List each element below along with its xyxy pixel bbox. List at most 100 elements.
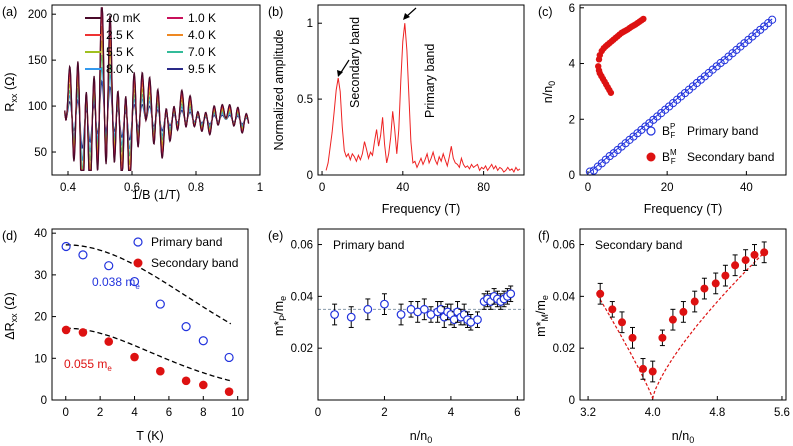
secondary-point (198, 380, 208, 390)
panel-a-frame (51, 4, 261, 176)
data-point (648, 367, 657, 376)
secondary-point (78, 328, 88, 337)
data-point (473, 315, 482, 325)
legend-a-label: 2.5 K (106, 28, 134, 42)
panel-label-b: (b) (268, 5, 283, 19)
legend-a-label: 5.5 K (106, 45, 134, 59)
primary-point (104, 261, 114, 271)
secondary-point (130, 352, 139, 362)
panel-a-ylabel: Rxx (Ω) (3, 72, 19, 111)
secondary-point (61, 325, 71, 335)
panel-e-ytick-label: 0.06 (291, 240, 313, 252)
legend-d-marker-secondary (133, 258, 143, 268)
panel-e-frame (317, 228, 525, 401)
panel-c-ytick-label: 2 (569, 114, 575, 126)
primary-point (155, 299, 165, 309)
panel-c-ylabel-sub: 0 (547, 81, 557, 86)
data-point (760, 248, 769, 257)
panel-c-ytick-label: 0 (569, 170, 575, 182)
panel-c-series (585, 15, 777, 176)
panel-d-ytick-label: 10 (34, 353, 47, 365)
panel-b-arrow-primary (403, 7, 417, 20)
fft-line (325, 23, 521, 174)
panel-b-ticks: 0 40 80 0 0.5 1 (297, 18, 490, 194)
panel-f-frame (579, 228, 787, 401)
panel-f-xtick-label: 4.0 (645, 407, 661, 419)
primary-point (198, 336, 208, 346)
panel-c-ytick-label: 4 (569, 59, 576, 71)
panel-f-ytick-label: 0.02 (553, 343, 575, 355)
legend-d-marker-primary (133, 237, 143, 247)
panel-d-xtick-label: 2 (97, 407, 103, 419)
legend-secondary-symbol: BM F (662, 148, 677, 166)
panel-b-annotation-primary: Primary band (423, 44, 437, 118)
panel-d-xtick-label: 10 (231, 407, 244, 419)
panel-a-ylabel-main: R (3, 103, 17, 112)
legend-primary-label: Primary band (687, 124, 758, 138)
primary-point (129, 276, 140, 287)
panel-a-ytick-label: 100 (28, 101, 47, 113)
legend-secondary-label: Secondary band (687, 150, 774, 164)
panel-c-ylabel-main: n/n (541, 86, 555, 103)
panel-b-ytick-label: 0 (307, 170, 313, 182)
panel-d-xtick-label: 4 (131, 407, 138, 419)
panel-b-xtick-label: 80 (477, 182, 490, 194)
secondary-point (181, 376, 191, 386)
legend-primary-symbol: BP F (662, 122, 675, 140)
data-point (668, 315, 677, 324)
panel-label-e: (e) (268, 229, 283, 243)
panel-c-ticks: 0 20 40 0 2 4 6 (569, 3, 753, 194)
data-point (690, 297, 699, 306)
panel-b-frame (317, 4, 525, 176)
data-point (346, 312, 356, 322)
panel-c-ylabel: n/n0 (541, 81, 557, 103)
panel-a-series (64, 7, 250, 172)
panel-f-xtick-label: 5.6 (774, 407, 790, 419)
data-point (628, 333, 637, 342)
secondary-fit-curve (65, 327, 231, 382)
legend-a-label: 20 mK (106, 11, 141, 25)
panel-d-ylabel-unit: (Ω) (3, 292, 17, 313)
data-point (639, 364, 648, 373)
panel-d-legend: Primary band Secondary band (133, 235, 238, 270)
panel-e-ylabel: m*P/me (272, 296, 288, 336)
panel-label-a: (a) (2, 5, 17, 19)
legend-d-secondary-label: Secondary band (151, 256, 238, 270)
panel-c-frame (579, 4, 787, 176)
primary-point (224, 352, 234, 363)
panel-c-xlabel: Frequency (T) (644, 202, 723, 216)
secondary-point (156, 366, 165, 376)
panel-f-ticks: 3.2 4.0 4.8 5.6 0 0.02 0.04 0.06 (553, 240, 790, 419)
panel-a-ytick-label: 200 (28, 9, 47, 21)
panel-f-ytick-label: 0.04 (553, 291, 576, 303)
panel-b-ytick-label: 0.5 (297, 94, 313, 106)
panel-a-ylabel-unit: (Ω) (3, 72, 17, 93)
data-point (506, 289, 516, 299)
panel-d-ylabel: ΔRxx (Ω) (3, 292, 19, 340)
secondary-point (640, 15, 647, 23)
data-point (419, 304, 429, 314)
primary-point (61, 241, 71, 252)
panel-b-annotation-secondary: Secondary band (348, 17, 362, 108)
panel-d-series (61, 241, 234, 396)
panel-d-fit-label-primary: 0.038 me (92, 275, 140, 291)
legend-a-label: 1.0 K (188, 11, 216, 25)
panel-d-ylabel-main: ΔR (3, 322, 17, 339)
fit-curve-left (597, 295, 654, 399)
panel-d-xtick-label: 6 (166, 407, 172, 419)
panel-d-xtick-label: 0 (63, 407, 69, 419)
panel-b-arrow-secondary (337, 59, 350, 77)
data-point (731, 261, 740, 270)
panel-b-xlabel: Frequency (T) (382, 202, 461, 216)
panel-f-ytick-label: 0 (569, 395, 575, 407)
panel-d-ytick-label: 20 (34, 312, 47, 324)
data-point (596, 289, 605, 298)
panel-d: (d) 0 2 4 6 8 10 0 10 20 30 40 Primary band Second… (2, 228, 249, 443)
panel-f-xtick-label: 4.8 (709, 407, 725, 419)
panel-d-xtick-label: 8 (200, 407, 206, 419)
panel-label-d: (d) (2, 229, 17, 243)
secondary-point (224, 387, 234, 396)
panel-d-ylabel-sub: xx (9, 313, 19, 323)
